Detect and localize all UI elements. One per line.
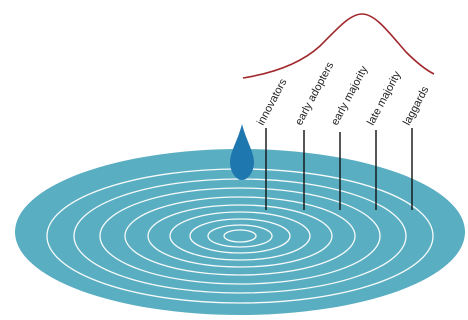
- ripple-ring: [99, 187, 381, 285]
- ripple-ring: [207, 224, 273, 248]
- ripple-ring: [147, 204, 333, 268]
- ripple-ring: [189, 218, 291, 254]
- ripple-ring: [169, 211, 311, 261]
- segment-labels: innovators early adopters early majority…: [255, 60, 432, 128]
- ripple-ring: [124, 196, 356, 276]
- ripple-ring: [223, 229, 257, 243]
- label-laggards: laggards: [401, 84, 432, 127]
- label-early-adopters: early adopters: [293, 60, 337, 128]
- label-innovators: innovators: [255, 77, 290, 128]
- water-pool: [15, 149, 465, 315]
- adoption-bell-curve: [242, 13, 435, 79]
- label-late-majority: late majority: [365, 69, 404, 127]
- segment-stems: [265, 128, 413, 210]
- water-drop-icon: [230, 124, 254, 180]
- label-early-majority: early majority: [329, 64, 371, 128]
